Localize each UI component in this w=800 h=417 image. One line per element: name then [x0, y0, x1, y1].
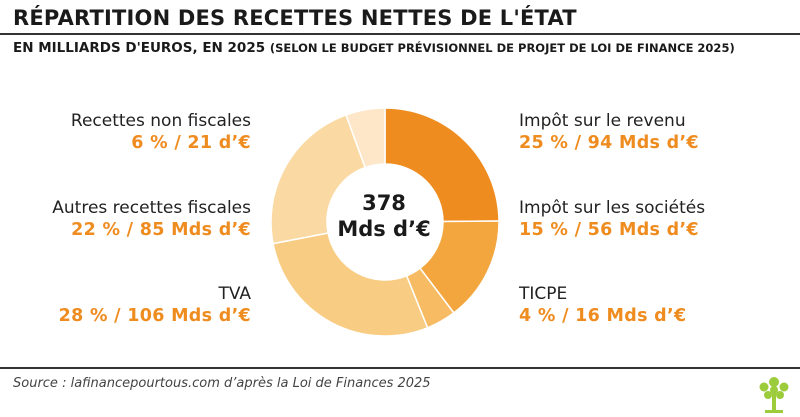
chart-title: RÉPARTITION DES RECETTES NETTES DE L'ÉTA…: [13, 6, 577, 30]
subtitle-main: EN MILLIARDS D'EUROS, EN 2025: [13, 40, 266, 56]
label-value: 6 % / 21 d’€: [131, 133, 251, 153]
label-impot-revenu: Impôt sur le revenu 25 % / 94 Mds d’€: [519, 110, 699, 154]
label-name: Impôt sur le revenu: [519, 111, 686, 131]
donut-center-total: 378 Mds d’€: [334, 190, 434, 242]
label-impot-societes: Impôt sur les sociétés 15 % / 56 Mds d’€: [519, 197, 705, 241]
top-divider: [0, 33, 800, 35]
donut-slice-1: [384, 107, 500, 223]
label-name: Recettes non fiscales: [70, 111, 251, 131]
label-value: 4 % / 16 Mds d’€: [519, 306, 687, 326]
label-recettes-non-fiscales: Recettes non fiscales 6 % / 21 d’€: [71, 110, 251, 154]
source-note: Source : lafinancepourtous.com d’après l…: [13, 376, 431, 391]
tree-logo-icon: [759, 377, 789, 413]
label-value: 25 % / 94 Mds d’€: [519, 133, 699, 153]
label-value: 28 % / 106 Mds d’€: [58, 306, 251, 326]
total-unit: Mds d’€: [337, 217, 431, 241]
label-name: Impôt sur les sociétés: [519, 198, 706, 218]
label-ticpe: TICPE 4 % / 16 Mds d’€: [519, 283, 686, 327]
label-name: Autres recettes fiscales: [52, 198, 251, 218]
label-tva: TVA 28 % / 106 Mds d’€: [59, 283, 251, 327]
donut-slice-4: [272, 232, 429, 337]
subtitle-note: (SELON LE BUDGET PRÉVISIONNEL DE PROJET …: [269, 41, 735, 55]
label-name: TVA: [218, 284, 251, 304]
label-value: 22 % / 85 Mds d’€: [71, 220, 251, 240]
total-value: 378: [362, 191, 406, 215]
label-value: 15 % / 56 Mds d’€: [519, 220, 699, 240]
bottom-divider: [0, 367, 800, 369]
label-name: TICPE: [519, 284, 568, 304]
chart-subtitle: EN MILLIARDS D'EUROS, EN 2025 (SELON LE …: [13, 40, 735, 56]
label-autres-recettes-fiscales: Autres recettes fiscales 22 % / 85 Mds d…: [52, 197, 251, 241]
donut-slice-6: [345, 107, 386, 169]
donut-slice-5: [270, 113, 367, 245]
